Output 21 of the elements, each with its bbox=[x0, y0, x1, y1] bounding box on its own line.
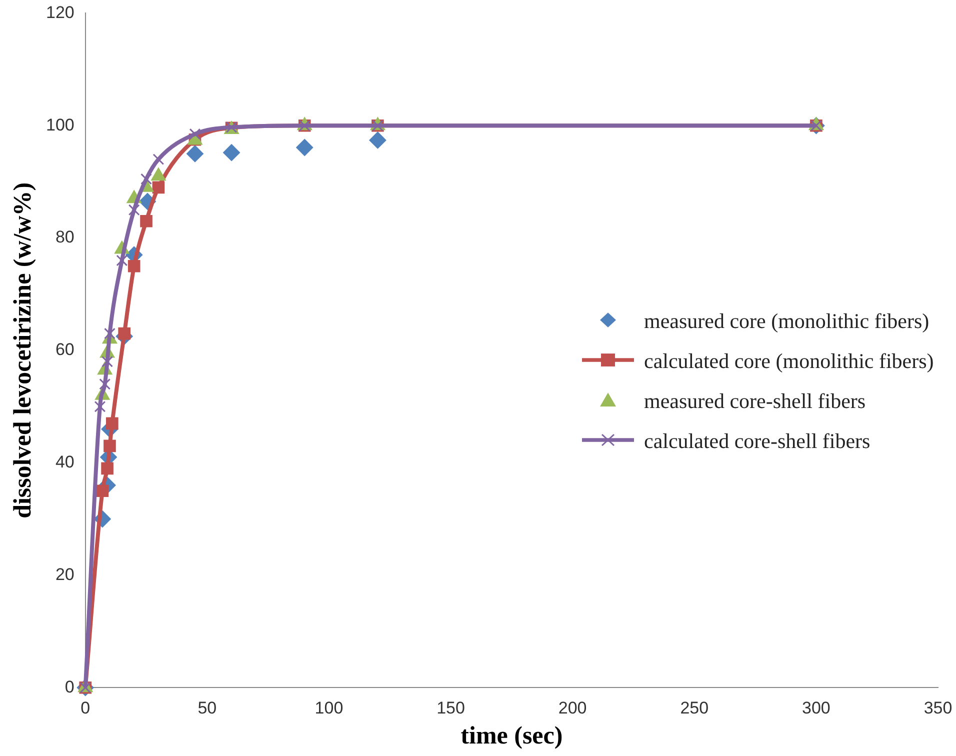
y-tick-label: 0 bbox=[64, 677, 74, 696]
x-tick-label: 200 bbox=[558, 698, 587, 718]
legend-label: calculated core (monolithic fibers) bbox=[644, 348, 935, 374]
x-tick-label: 150 bbox=[436, 698, 465, 718]
y-axis-title: dissolved levocetirizine (w/w%) bbox=[9, 182, 36, 518]
x-tick-label: 300 bbox=[802, 698, 830, 718]
legend-label: measured core (monolithic fibers) bbox=[644, 308, 930, 334]
x-tick-label: 350 bbox=[924, 698, 952, 718]
x-axis-title: time (sec) bbox=[460, 722, 563, 750]
x-tick-label: 100 bbox=[314, 698, 344, 718]
legend-label: calculated core-shell fibers bbox=[644, 428, 872, 454]
legend-label: measured core-shell fibers bbox=[644, 388, 867, 414]
y-tick-label: 80 bbox=[55, 228, 74, 247]
y-tick-label: 100 bbox=[46, 115, 74, 134]
y-tick-label: 40 bbox=[55, 452, 74, 472]
x-tick-label: 50 bbox=[198, 698, 217, 718]
y-tick-label: 120 bbox=[46, 2, 74, 22]
y-tick-label: 60 bbox=[55, 340, 74, 360]
y-tick-label: 20 bbox=[55, 564, 74, 584]
x-tick-label: 250 bbox=[680, 698, 709, 718]
x-tick-label: 0 bbox=[80, 698, 90, 718]
